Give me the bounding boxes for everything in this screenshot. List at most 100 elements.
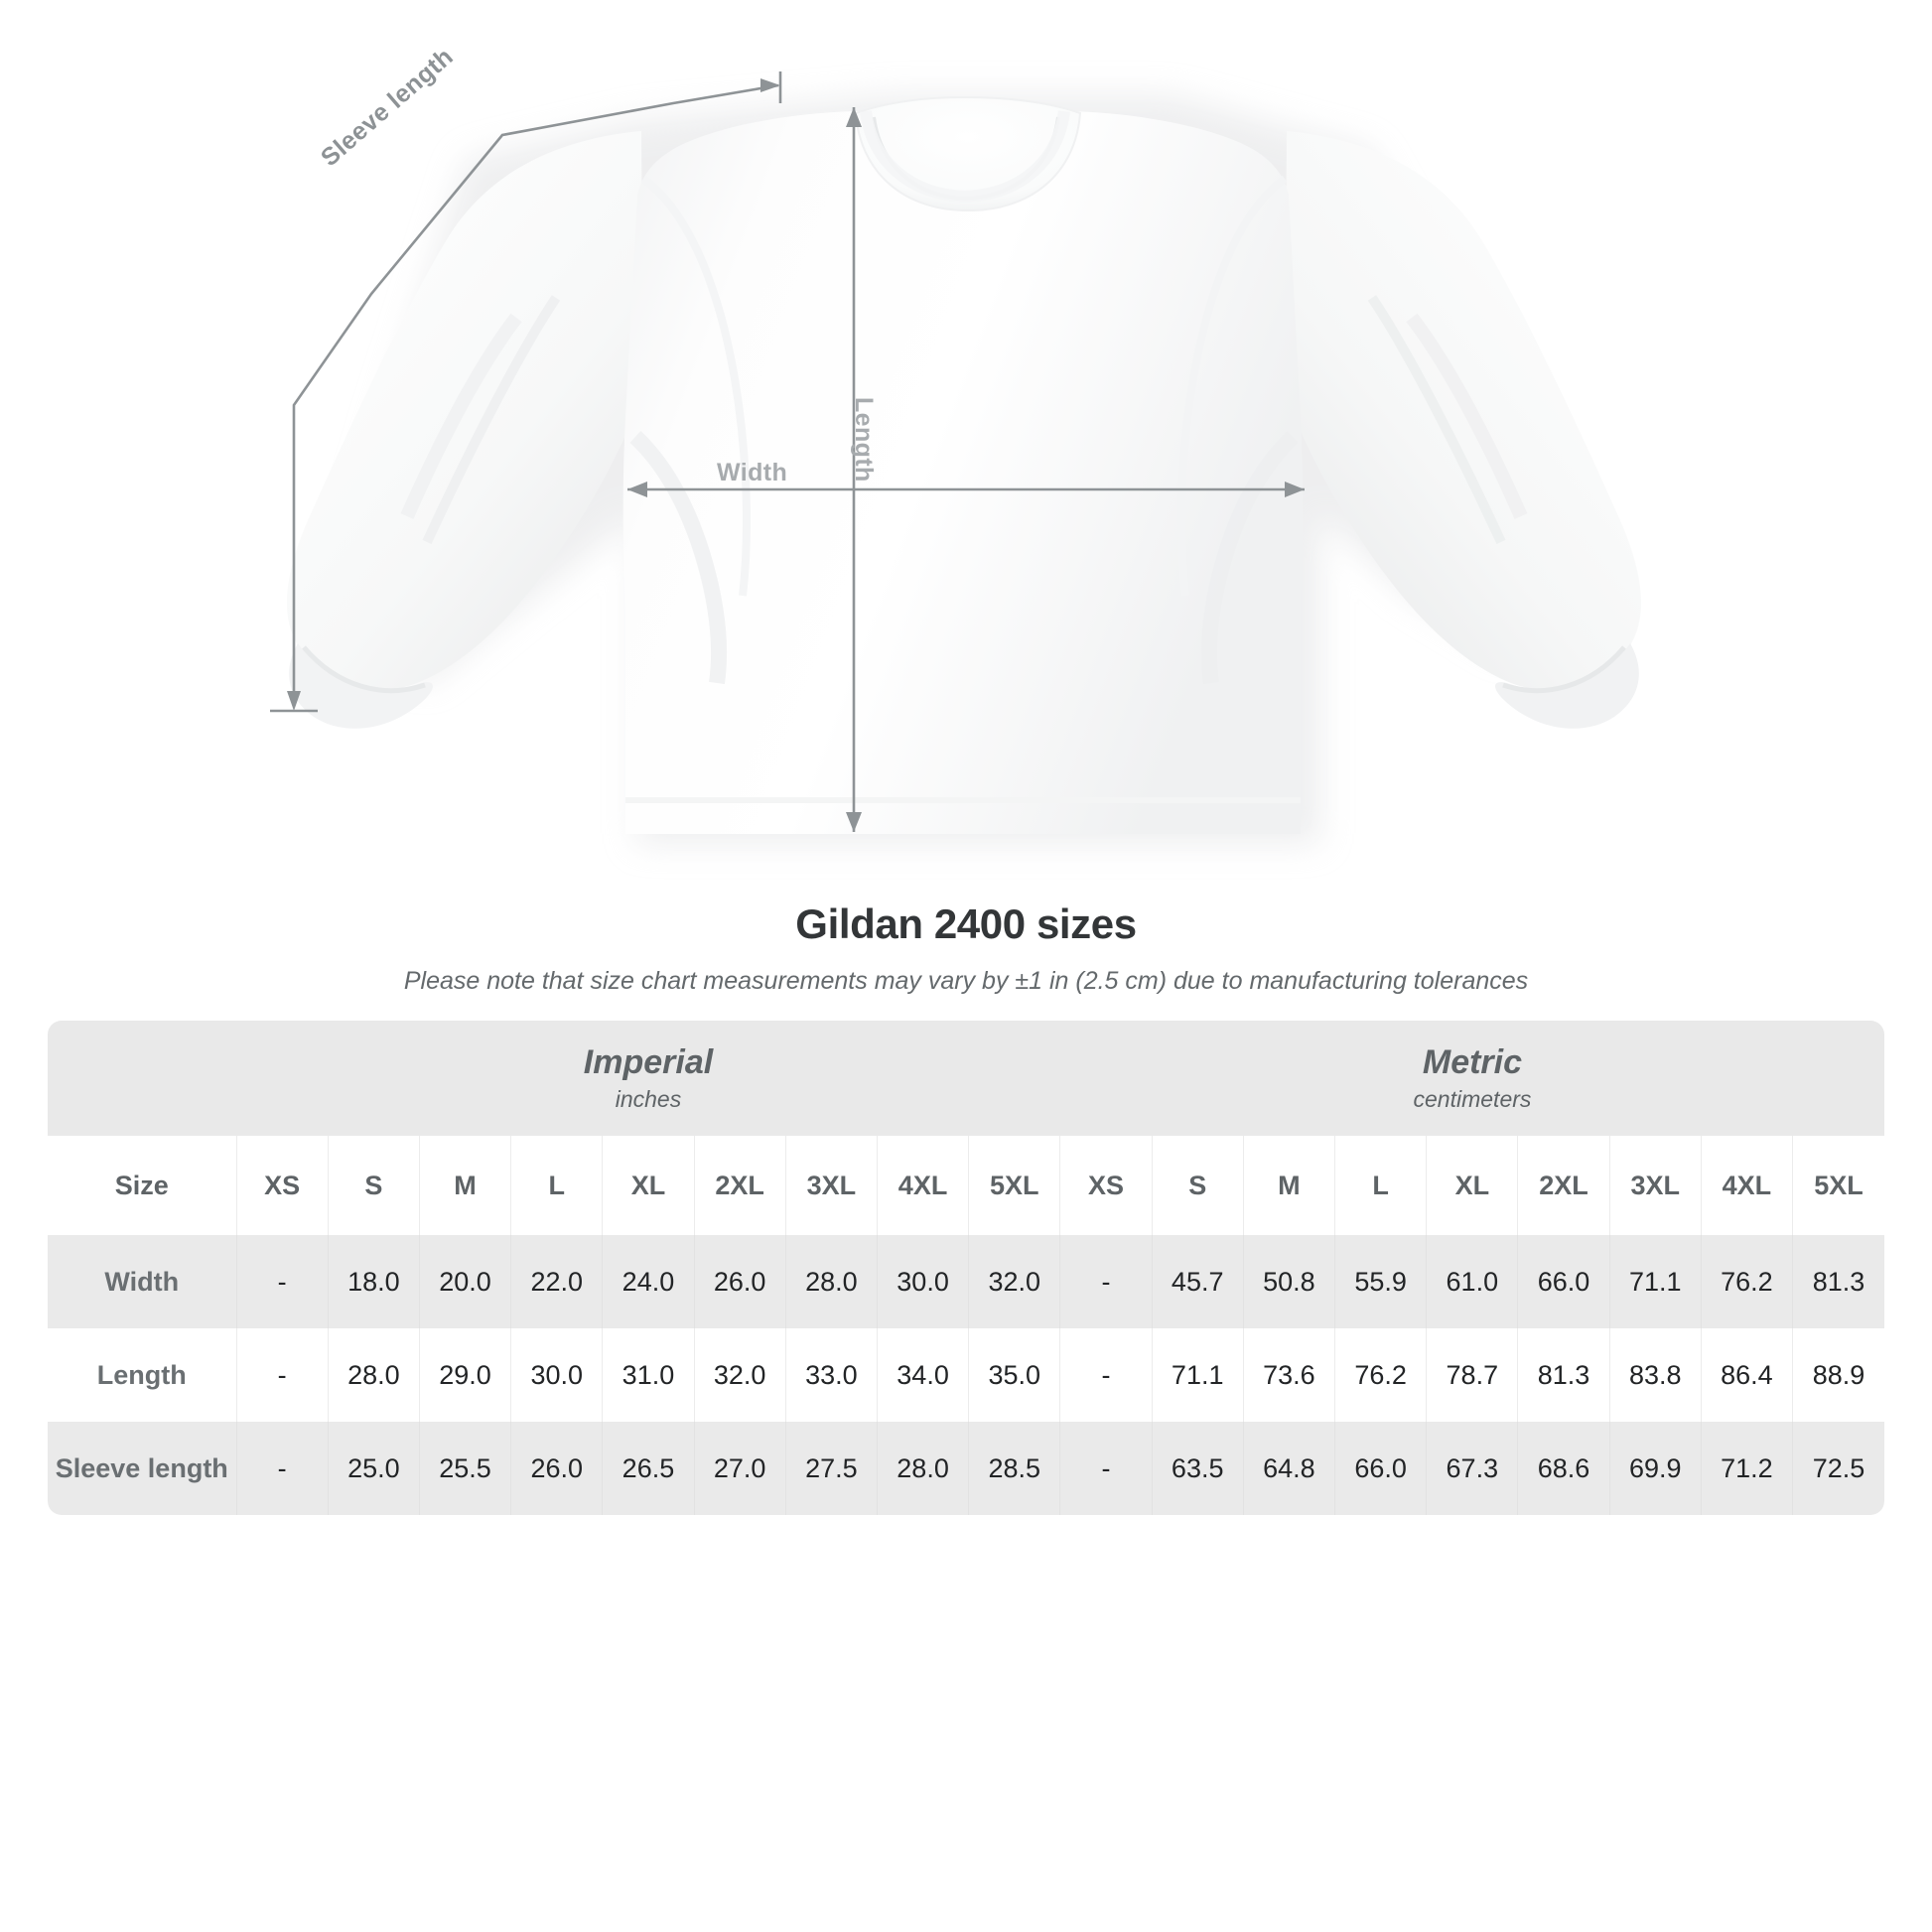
cell-length-imperial-l: 30.0 <box>510 1328 603 1422</box>
size-header-metric-s: S <box>1151 1136 1244 1235</box>
left-shoulder-seam <box>640 175 751 597</box>
right-cuff-seam <box>1502 645 1626 694</box>
cell-width-metric-5xl: 81.3 <box>1792 1235 1884 1328</box>
size-header-metric-3xl: 3XL <box>1608 1136 1702 1235</box>
unit-header-metric: Metric centimeters <box>1059 1021 1884 1136</box>
right-cuff <box>1495 643 1639 729</box>
cell-sleeve-imperial-xs: - <box>235 1422 329 1515</box>
cell-width-imperial-4xl: 30.0 <box>876 1235 969 1328</box>
garment-illustration: Sleeve length Length Width <box>0 0 1932 898</box>
cell-sleeve-metric-s: 63.5 <box>1151 1422 1244 1515</box>
cell-length-metric-l: 76.2 <box>1334 1328 1427 1422</box>
width-dimension-label: Width <box>717 459 788 486</box>
size-table-container: Imperial inches Metric centimeters Size … <box>48 1021 1884 1515</box>
size-header-row: Size XS S M L XL 2XL 3XL 4XL 5XL XS S M … <box>48 1136 1884 1235</box>
cell-width-imperial-m: 20.0 <box>418 1235 511 1328</box>
cell-width-metric-s: 45.7 <box>1151 1235 1244 1328</box>
size-header-imperial-4xl: 4XL <box>876 1136 969 1235</box>
cell-length-imperial-m: 29.0 <box>418 1328 511 1422</box>
cell-length-imperial-s: 28.0 <box>327 1328 420 1422</box>
cell-length-metric-xl: 78.7 <box>1426 1328 1518 1422</box>
cell-sleeve-metric-3xl: 69.9 <box>1608 1422 1702 1515</box>
cell-length-metric-3xl: 83.8 <box>1608 1328 1702 1422</box>
cell-width-metric-4xl: 76.2 <box>1700 1235 1793 1328</box>
cell-width-metric-l: 55.9 <box>1334 1235 1427 1328</box>
size-table: Imperial inches Metric centimeters Size … <box>48 1021 1884 1515</box>
unit-name-imperial: Imperial <box>583 1043 714 1081</box>
length-arrow-head-bottom <box>846 812 862 832</box>
unit-name-metric: Metric <box>1422 1043 1523 1081</box>
right-sleeve-fold-1 <box>1406 313 1528 519</box>
dimension-lines <box>270 71 1305 832</box>
size-header-imperial-xs: XS <box>235 1136 329 1235</box>
cell-length-metric-s: 71.1 <box>1151 1328 1244 1422</box>
left-armhole-shade <box>629 431 727 685</box>
cell-length-metric-xs: - <box>1059 1328 1153 1422</box>
size-header-imperial-3xl: 3XL <box>784 1136 878 1235</box>
cell-length-metric-4xl: 86.4 <box>1700 1328 1793 1422</box>
cell-sleeve-metric-4xl: 71.2 <box>1700 1422 1793 1515</box>
size-header-metric-m: M <box>1242 1136 1335 1235</box>
cell-length-imperial-4xl: 34.0 <box>876 1328 969 1422</box>
size-header-imperial-m: M <box>418 1136 511 1235</box>
sleeve-arrow-head-top <box>760 78 780 92</box>
cell-width-imperial-s: 18.0 <box>327 1235 420 1328</box>
row-label-length: Length <box>48 1328 237 1422</box>
length-arrow-head-top <box>846 107 862 127</box>
cell-sleeve-metric-m: 64.8 <box>1242 1422 1335 1515</box>
left-cuff-seam <box>302 645 426 694</box>
unit-header-imperial: Imperial inches <box>236 1021 1060 1136</box>
unit-sub-metric: centimeters <box>1413 1086 1532 1112</box>
row-label-width: Width <box>48 1235 237 1328</box>
cell-width-imperial-xl: 24.0 <box>602 1235 695 1328</box>
size-header-label: Size <box>48 1136 237 1235</box>
cell-width-imperial-l: 22.0 <box>510 1235 603 1328</box>
left-cuff <box>289 643 433 729</box>
cell-length-metric-2xl: 81.3 <box>1517 1328 1610 1422</box>
cell-length-imperial-2xl: 32.0 <box>693 1328 786 1422</box>
cell-sleeve-metric-2xl: 68.6 <box>1517 1422 1610 1515</box>
cell-length-imperial-5xl: 35.0 <box>968 1328 1060 1422</box>
size-header-metric-l: L <box>1334 1136 1427 1235</box>
cell-sleeve-imperial-2xl: 27.0 <box>693 1422 786 1515</box>
cell-sleeve-imperial-m: 25.5 <box>418 1422 511 1515</box>
cell-width-metric-2xl: 66.0 <box>1517 1235 1610 1328</box>
cell-sleeve-imperial-l: 26.0 <box>510 1422 603 1515</box>
size-header-imperial-xl: XL <box>602 1136 695 1235</box>
cell-width-metric-xl: 61.0 <box>1426 1235 1518 1328</box>
cell-width-imperial-xs: - <box>235 1235 329 1328</box>
size-header-metric-4xl: 4XL <box>1700 1136 1793 1235</box>
table-row: Length - 28.0 29.0 30.0 31.0 32.0 33.0 3… <box>48 1328 1884 1422</box>
chart-caption: Gildan 2400 sizes Please note that size … <box>0 898 1932 997</box>
right-sleeve-fold-2 <box>1367 295 1506 545</box>
unit-header-spacer <box>48 1021 237 1136</box>
size-header-metric-xs: XS <box>1059 1136 1153 1235</box>
garment-body <box>622 111 1304 834</box>
cell-width-imperial-5xl: 32.0 <box>968 1235 1060 1328</box>
cell-width-metric-xs: - <box>1059 1235 1153 1328</box>
cell-sleeve-imperial-3xl: 27.5 <box>784 1422 878 1515</box>
unit-header-row: Imperial inches Metric centimeters <box>48 1021 1884 1136</box>
cell-length-imperial-3xl: 33.0 <box>784 1328 878 1422</box>
cell-length-imperial-xs: - <box>235 1328 329 1422</box>
sleeve-length-leader <box>292 83 779 697</box>
cell-sleeve-metric-xl: 67.3 <box>1426 1422 1518 1515</box>
cell-length-metric-5xl: 88.9 <box>1792 1328 1884 1422</box>
table-row: Sleeve length - 25.0 25.5 26.0 26.5 27.0… <box>48 1422 1884 1515</box>
cell-length-metric-m: 73.6 <box>1242 1328 1335 1422</box>
size-header-imperial-l: L <box>510 1136 603 1235</box>
table-row: Width - 18.0 20.0 22.0 24.0 26.0 28.0 30… <box>48 1235 1884 1328</box>
right-shoulder-seam <box>1177 175 1288 597</box>
cell-sleeve-imperial-s: 25.0 <box>327 1422 420 1515</box>
cell-sleeve-imperial-xl: 26.5 <box>602 1422 695 1515</box>
unit-sub-imperial: inches <box>615 1086 682 1112</box>
length-dimension-label: Length <box>850 397 878 483</box>
size-header-imperial-2xl: 2XL <box>693 1136 786 1235</box>
left-sleeve-fold-1 <box>400 313 522 519</box>
row-label-sleeve-length: Sleeve length <box>48 1422 237 1515</box>
width-arrow-head-right <box>1285 482 1305 497</box>
cell-sleeve-metric-5xl: 72.5 <box>1792 1422 1884 1515</box>
right-armhole-shade <box>1201 431 1299 685</box>
cell-sleeve-imperial-5xl: 28.5 <box>968 1422 1060 1515</box>
